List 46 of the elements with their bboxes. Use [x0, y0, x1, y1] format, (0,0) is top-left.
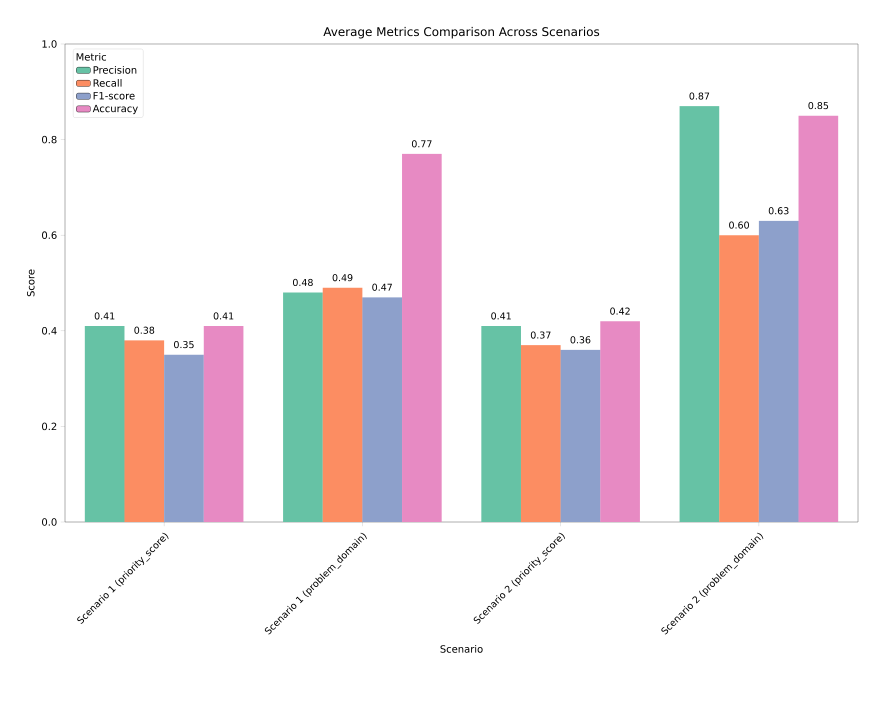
- data-label: 0.60: [729, 222, 749, 229]
- chart-title: Average Metrics Comparison Across Scenarios: [323, 26, 600, 38]
- legend-label: Precision: [94, 66, 136, 74]
- legend-title: Metric: [76, 52, 106, 61]
- y-tick-label: 0.8: [42, 136, 57, 144]
- bar: [164, 354, 204, 522]
- bar: [124, 340, 164, 522]
- bar: [84, 326, 124, 522]
- bar: [798, 116, 838, 522]
- legend-label: Accuracy: [92, 104, 138, 114]
- data-label: 0.41: [94, 312, 114, 320]
- data-label: 0.47: [372, 284, 392, 291]
- bar: [481, 326, 521, 522]
- legend-label: Recall: [94, 79, 122, 87]
- bar: [560, 350, 600, 522]
- bar: [600, 321, 640, 522]
- data-label: 0.37: [530, 331, 551, 339]
- bar: [204, 326, 244, 522]
- bar: [362, 297, 402, 522]
- data-label: 0.77: [412, 140, 432, 148]
- data-label: 0.38: [134, 326, 154, 334]
- data-label: 0.48: [292, 278, 313, 286]
- y-tick-label: 0.6: [42, 231, 57, 239]
- y-tick-label: 0.2: [42, 422, 56, 430]
- data-label: 0.87: [689, 92, 710, 100]
- y-tick-label: 1.0: [42, 40, 57, 48]
- data-label: 0.42: [610, 308, 630, 315]
- y-tick-label: 0.4: [42, 327, 57, 335]
- legend-label: F1-score: [94, 92, 135, 100]
- data-label: 0.49: [332, 274, 352, 282]
- bar: [758, 220, 799, 522]
- bar: [322, 288, 362, 522]
- bar: [283, 292, 323, 522]
- bar: [520, 345, 561, 522]
- x-axis-title: Scenario: [440, 645, 483, 653]
- data-label: 0.63: [768, 207, 788, 214]
- bar: [402, 154, 442, 522]
- data-label: 0.85: [808, 102, 828, 110]
- data-label: 0.36: [570, 336, 590, 344]
- y-tick-label: 0.0: [42, 518, 57, 526]
- bar: [680, 106, 720, 522]
- data-label: 0.41: [491, 312, 511, 320]
- data-label: 0.41: [214, 312, 234, 320]
- y-axis-title: Score: [26, 270, 35, 296]
- data-label: 0.35: [174, 341, 194, 348]
- bar: [719, 235, 759, 522]
